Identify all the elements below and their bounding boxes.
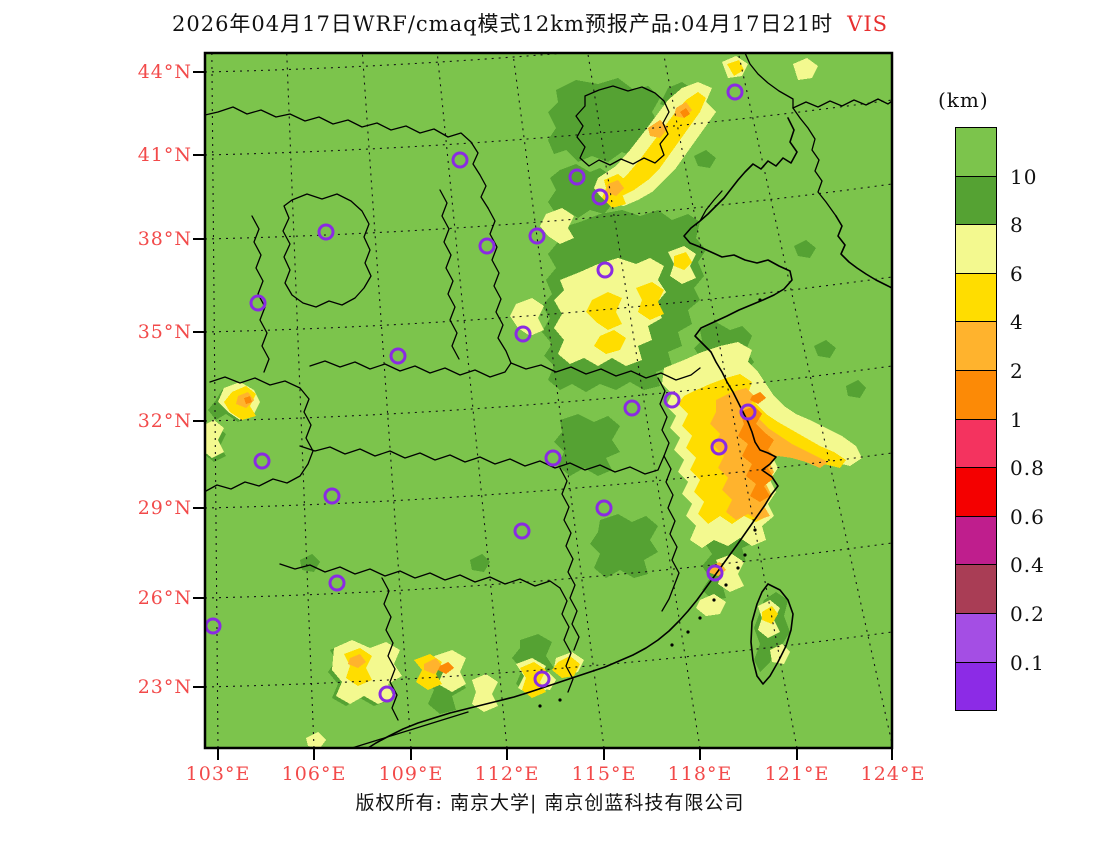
- station-marker: [596, 261, 614, 279]
- station-marker: [568, 168, 586, 186]
- coastline: [367, 117, 892, 748]
- legend-tick-6: 6: [1010, 261, 1024, 286]
- legend-tick-2: 2: [1010, 359, 1024, 383]
- legend-tick-0.8: 0.8: [1010, 456, 1045, 481]
- lon-label-103E: 103°E: [185, 763, 251, 785]
- station-marker: [323, 487, 341, 505]
- province-boundaries: [205, 53, 892, 748]
- page-title: 2026年04月17日WRF/cmaq模式12km预报产品:04月17日21时 V…: [0, 8, 1060, 38]
- legend-tick-0.1: 0.1: [1010, 650, 1045, 675]
- legend-tick-1: 1: [1010, 407, 1024, 432]
- lon-label-112E: 112°E: [474, 763, 540, 785]
- station-marker: [328, 574, 346, 592]
- legend-cell-9: [955, 564, 997, 614]
- legend-tick-0.6: 0.6: [1010, 504, 1045, 529]
- legend-tick-10: 10: [1010, 164, 1038, 189]
- legend-cell-3: [955, 272, 997, 323]
- station-marker: [533, 670, 551, 688]
- station-marker: [544, 449, 562, 467]
- map-frame: [203, 51, 894, 750]
- station-marker: [249, 294, 267, 312]
- station-marker: [253, 452, 271, 470]
- legend-cell-1: [955, 175, 997, 226]
- station-marker: [710, 438, 728, 456]
- legend-cell-4: [955, 321, 997, 371]
- legend-colorbar: [955, 127, 997, 712]
- legend-cell-0: [955, 127, 997, 177]
- title-text: 2026年04月17日WRF/cmaq模式12km预报产品:04月17日21时: [171, 12, 834, 36]
- legend-tick-0.4: 0.4: [1010, 553, 1045, 578]
- legend-cell-7: [955, 467, 997, 517]
- station-marker: [389, 347, 407, 365]
- lat-label-44N: 44°N: [137, 61, 192, 83]
- station-marker: [726, 83, 744, 101]
- legend-cell-5: [955, 369, 997, 420]
- station-marker: [451, 151, 469, 169]
- legend-unit-label: (km): [938, 88, 989, 112]
- legend-tick-8: 8: [1010, 213, 1024, 238]
- station-marker: [706, 564, 724, 582]
- lat-label-23N: 23°N: [137, 676, 192, 698]
- station-marker: [378, 685, 396, 703]
- legend-cell-11: [955, 661, 997, 712]
- title-variable-vis: VIS: [847, 12, 889, 36]
- shade-1-2km: [244, 108, 776, 674]
- lon-label-121E: 121°E: [764, 763, 830, 785]
- station-marker: [663, 391, 681, 409]
- lat-label-32N: 32°N: [137, 410, 192, 432]
- station-marker: [513, 522, 531, 540]
- station-marker: [591, 188, 609, 206]
- legend-cell-6: [955, 418, 997, 469]
- station-marker: [595, 499, 613, 517]
- lon-label-115E: 115°E: [571, 763, 637, 785]
- copyright-text: 版权所有: 南京大学| 南京创蓝科技有限公司: [355, 792, 745, 814]
- lon-label-118E: 118°E: [667, 763, 733, 785]
- station-markers: [205, 83, 757, 703]
- station-marker: [317, 223, 335, 241]
- island-dots: [538, 298, 762, 708]
- legend-cell-2: [955, 224, 997, 274]
- legend-tick-4: 4: [1010, 310, 1024, 335]
- legend-tick-0.2: 0.2: [1010, 602, 1045, 626]
- station-marker: [478, 237, 496, 255]
- lat-label-38N: 38°N: [137, 228, 192, 250]
- station-marker: [739, 403, 757, 421]
- lat-label-29N: 29°N: [137, 497, 192, 519]
- lat-label-35N: 35°N: [137, 321, 192, 343]
- station-marker: [514, 325, 532, 343]
- legend-cell-8: [955, 515, 997, 566]
- lat-label-26N: 26°N: [137, 587, 192, 609]
- lon-label-106E: 106°E: [281, 763, 347, 785]
- axis-ticks: [193, 71, 893, 760]
- station-marker: [623, 399, 641, 417]
- station-marker: [528, 227, 546, 245]
- lon-label-109E: 109°E: [378, 763, 444, 785]
- lon-label-124E: 124°E: [860, 763, 926, 785]
- legend-cell-10: [955, 612, 997, 663]
- lat-label-41N: 41°N: [137, 144, 192, 166]
